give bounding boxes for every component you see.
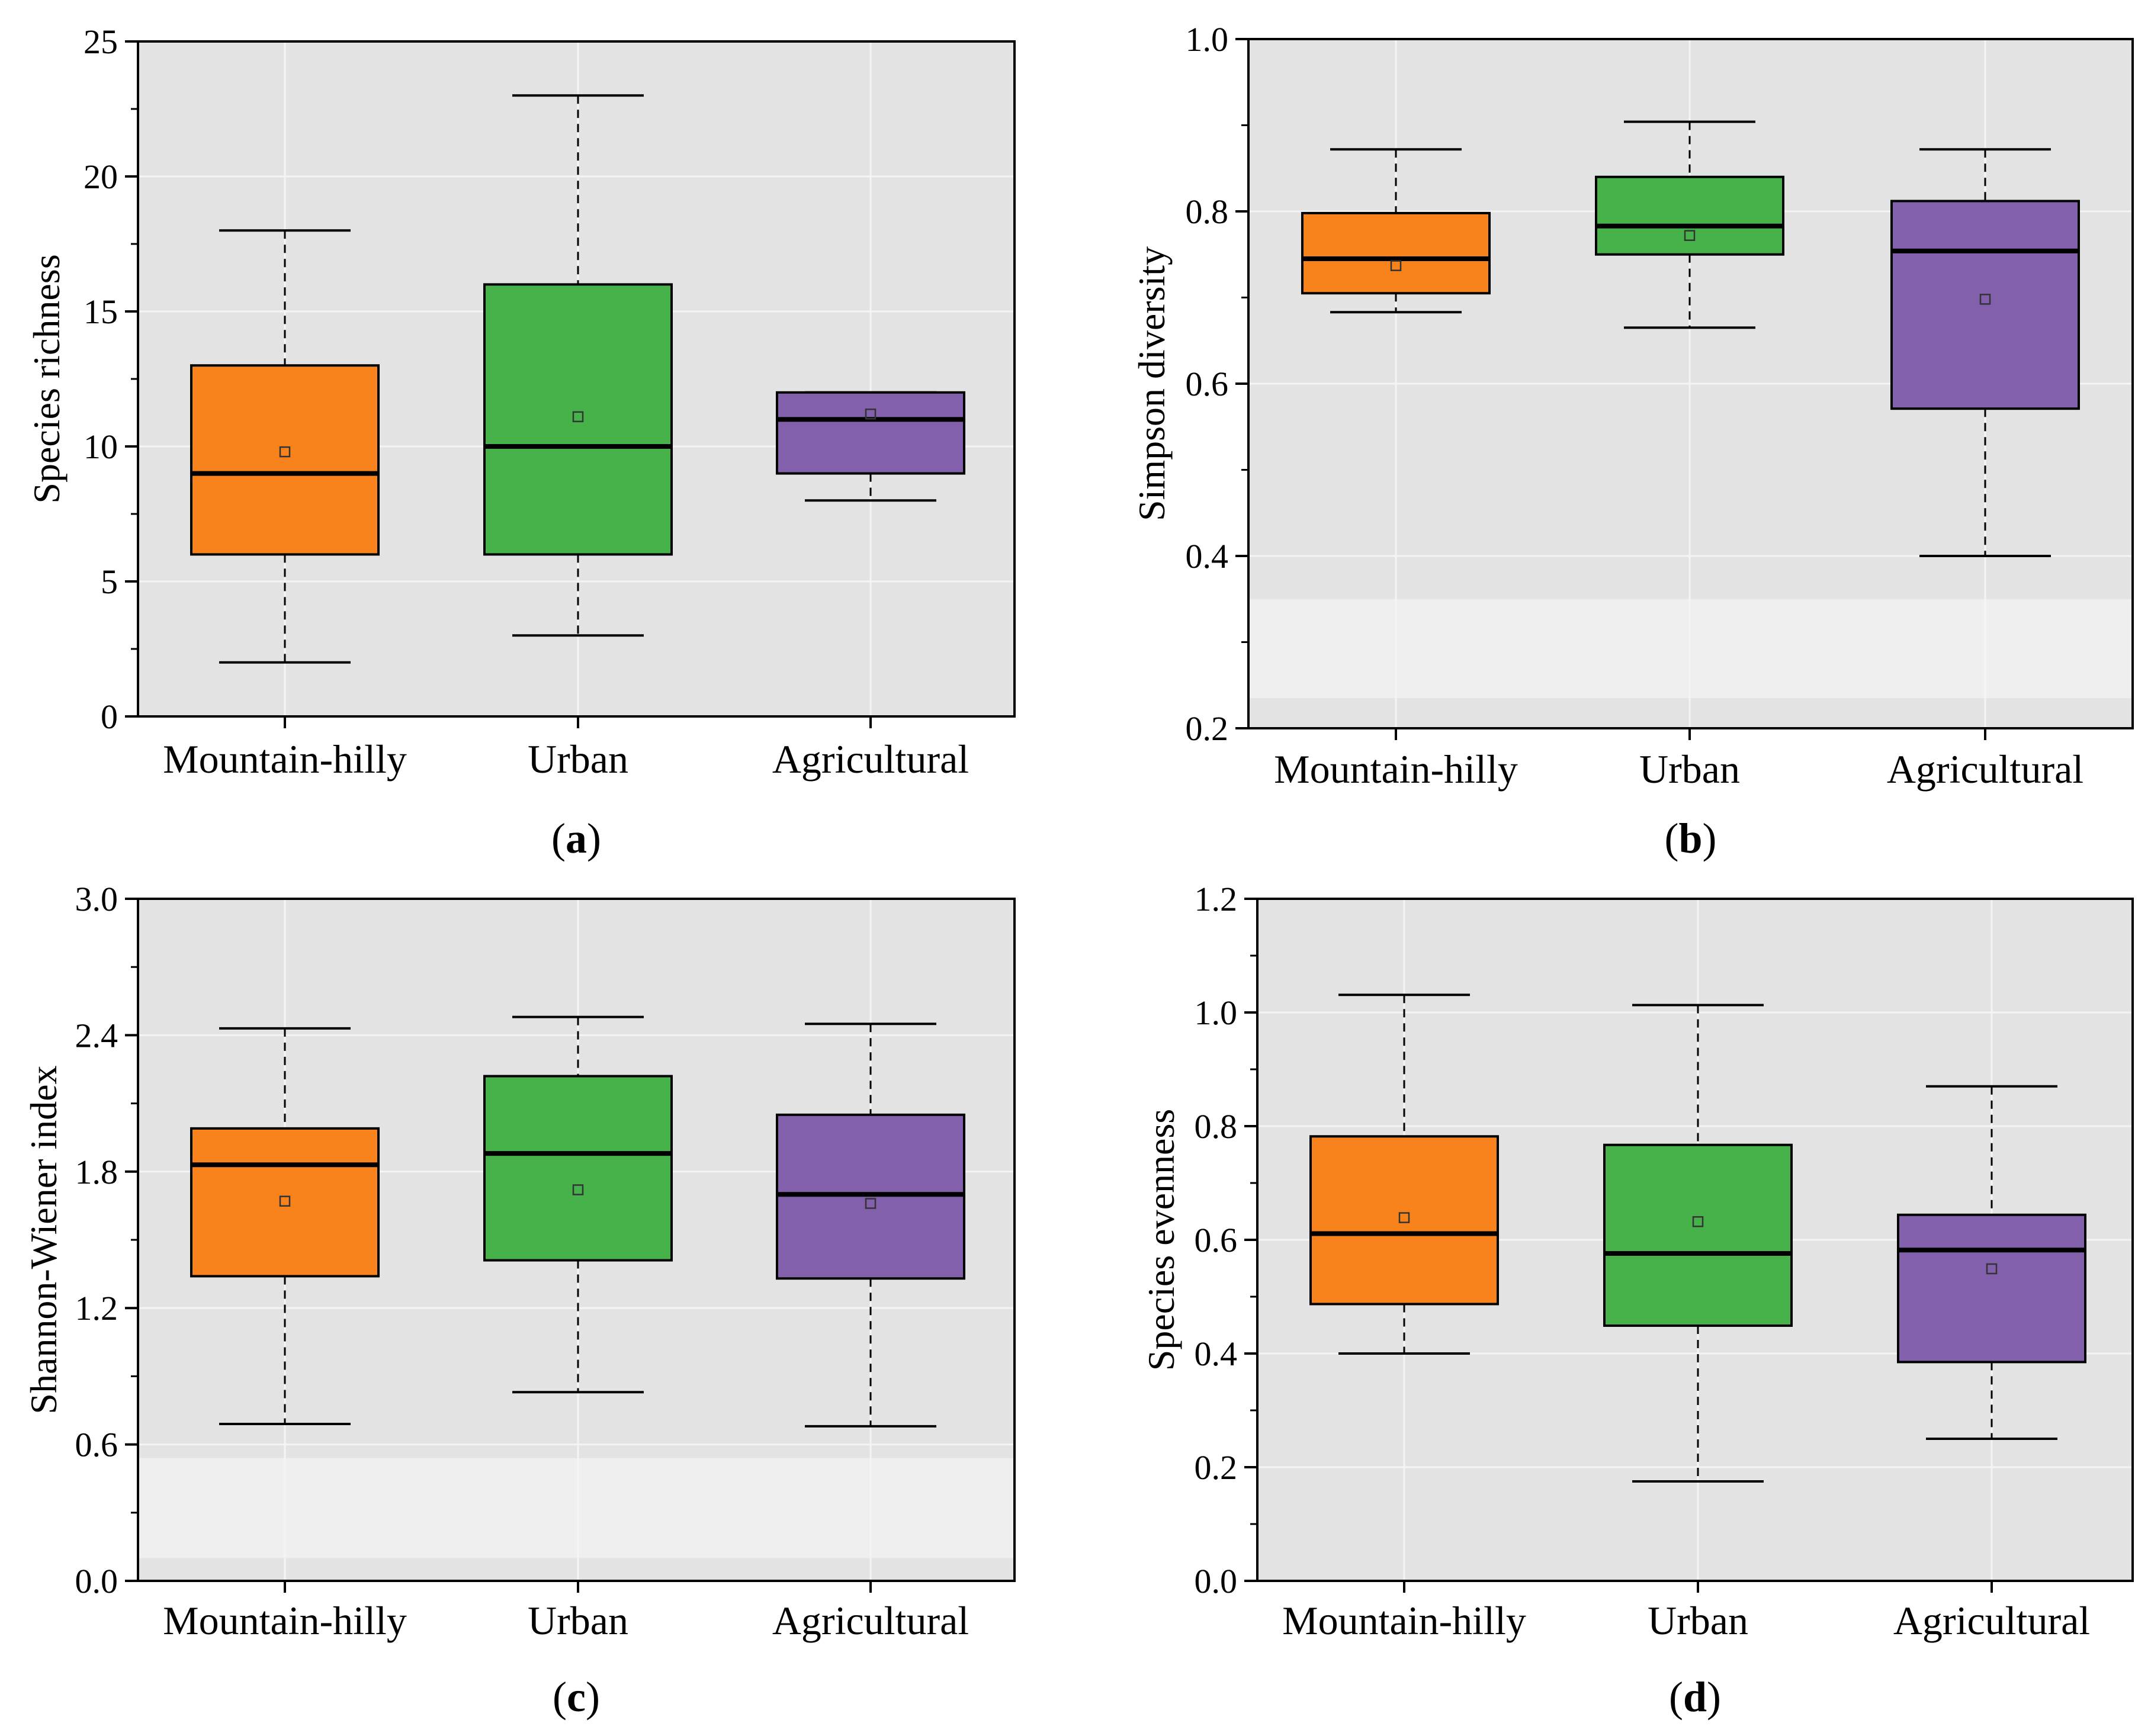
box-iqr	[1595, 175, 1784, 256]
box-urban	[1603, 1004, 1793, 1483]
y-tick-label: 3.0	[75, 880, 118, 918]
panel-label: (a)	[551, 815, 601, 862]
chart-panel-c: 0.0 0.6 1.2 1.8 2.4 3.0 Mountain-hilly Urban Agr…	[23, 880, 1016, 1721]
x-tick-label: Urban	[1639, 747, 1740, 792]
box-iqr	[1309, 1135, 1499, 1306]
mean-marker	[865, 409, 877, 420]
box-agricultural	[1890, 148, 2080, 557]
mean-marker	[1692, 1216, 1704, 1227]
chart-panel-b: 0.2 0.4 0.6 0.8 1.0 Mountain-hilly Urban Agricu…	[1131, 20, 2134, 862]
y-axis-label: Simpson diversity	[1131, 246, 1173, 521]
mean-marker	[279, 1195, 291, 1207]
mean-marker	[1979, 294, 1991, 305]
y-tick-label: 20	[84, 157, 118, 196]
mean-marker	[572, 411, 584, 423]
y-tick-label: 0.6	[75, 1426, 118, 1464]
y-axis-label: Species richness	[25, 254, 68, 503]
x-tick-label: Mountain-hilly	[163, 1598, 407, 1643]
box-urban	[483, 1015, 673, 1394]
box-iqr	[483, 283, 673, 556]
y-tick-label: 1.2	[1195, 880, 1238, 918]
x-tick-label: Mountain-hilly	[1274, 747, 1518, 792]
box-iqr	[1890, 200, 2080, 410]
box-agricultural	[776, 391, 965, 502]
panel-label: (d)	[1669, 1673, 1721, 1721]
x-tick-label: Agricultural	[772, 737, 969, 782]
box-mountain-hilly	[1309, 994, 1499, 1355]
y-tick-label: 0.4	[1186, 537, 1229, 576]
box-agricultural	[1897, 1085, 2086, 1440]
y-tick-label: 2.4	[75, 1016, 118, 1055]
y-tick-label: 0.2	[1195, 1448, 1238, 1487]
y-tick-label: 0.8	[1186, 192, 1229, 231]
box-iqr	[190, 364, 380, 556]
chart-panel-a: 0 5 10 15 20 25 Mountain-hilly Urban Agricultura…	[25, 22, 1016, 862]
y-tick-label: 1.2	[75, 1289, 118, 1327]
y-tick-label: 1.0	[1186, 20, 1229, 59]
box-iqr	[1301, 211, 1491, 295]
x-tick-label: Agricultural	[1893, 1598, 2090, 1643]
y-tick-label: 1.0	[1195, 994, 1238, 1032]
y-axis-label: Species evenness	[1140, 1109, 1182, 1371]
y-tick-label: 25	[84, 22, 118, 61]
y-tick-label: 0.6	[1186, 365, 1229, 403]
mean-marker	[865, 1198, 877, 1209]
x-tick-label: Mountain-hilly	[163, 737, 407, 782]
x-tick-label: Agricultural	[1887, 747, 2083, 792]
plot-light-band	[138, 1458, 1014, 1558]
box-agricultural	[776, 1023, 965, 1428]
y-tick-label: 0.2	[1186, 709, 1229, 748]
y-tick-label: 0	[101, 697, 118, 736]
chart-panel-d: 0.0 0.2 0.4 0.6 0.8 1.0 1.2 Mountain-hilly Urban…	[1140, 880, 2134, 1721]
y-tick-label: 0.0	[75, 1562, 118, 1600]
mean-marker	[1684, 230, 1696, 241]
box-mountain-hilly	[190, 1027, 380, 1426]
y-tick-label: 0.8	[1195, 1107, 1238, 1146]
mean-marker	[1390, 260, 1402, 271]
y-tick-label: 15	[84, 292, 118, 331]
box-urban	[1595, 120, 1784, 329]
mean-marker	[1986, 1263, 1998, 1275]
mean-marker	[1398, 1212, 1410, 1223]
x-tick-label: Urban	[528, 737, 628, 782]
mean-marker	[572, 1184, 584, 1195]
x-tick-label: Mountain-hilly	[1282, 1598, 1526, 1643]
y-tick-label: 1.8	[75, 1153, 118, 1191]
y-axis-label: Shannon-Wiener index	[23, 1065, 65, 1414]
panel-label: (b)	[1664, 815, 1716, 862]
box-iqr	[1897, 1213, 2086, 1364]
y-tick-label: 0.0	[1195, 1562, 1238, 1600]
box-iqr	[1603, 1143, 1793, 1327]
box-mountain-hilly	[190, 229, 380, 664]
x-tick-label: Agricultural	[772, 1598, 969, 1643]
box-iqr	[483, 1075, 673, 1262]
y-tick-label: 5	[101, 562, 118, 601]
box-iqr	[776, 391, 965, 475]
y-tick-label: 0.4	[1195, 1335, 1238, 1373]
box-mountain-hilly	[1301, 148, 1491, 314]
mean-marker	[279, 446, 291, 458]
x-tick-label: Urban	[1648, 1598, 1748, 1643]
y-tick-label: 0.6	[1195, 1221, 1238, 1259]
box-urban	[483, 94, 673, 637]
panel-label: (c)	[553, 1673, 600, 1721]
box-iqr	[190, 1127, 380, 1278]
y-tick-label: 10	[84, 427, 118, 466]
x-tick-label: Urban	[528, 1598, 628, 1643]
